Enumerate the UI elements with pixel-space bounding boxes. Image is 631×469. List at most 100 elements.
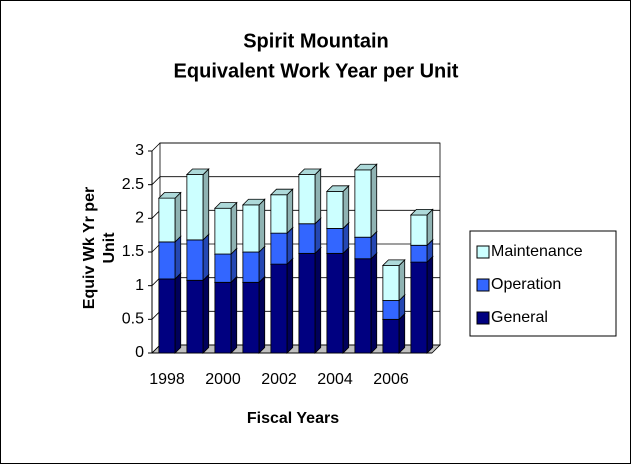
y-tick-label: 0.5 (122, 311, 144, 328)
bar-segment (381, 258, 406, 302)
bar-top (157, 192, 182, 199)
bar-front (186, 174, 204, 241)
bar-side (342, 184, 350, 230)
bar-side (398, 258, 406, 302)
bar-side (314, 168, 322, 225)
bar-front (158, 278, 176, 354)
bar-side (258, 245, 266, 284)
y-tick-label: 1 (135, 277, 144, 294)
bar-side (174, 235, 182, 280)
bar-side (258, 198, 266, 253)
bar-segment (409, 255, 434, 354)
bar-segment (409, 208, 434, 247)
bar-segment (325, 246, 350, 354)
bar-side (230, 275, 238, 354)
bar-side (202, 233, 210, 282)
legend-swatch (476, 245, 490, 259)
bar-segment (241, 198, 266, 253)
bar-segment (157, 191, 182, 243)
bar-front (242, 204, 260, 253)
bar-front (214, 281, 232, 354)
bar-side (426, 255, 434, 354)
bar-side (174, 272, 182, 354)
y-tick-label: 3 (135, 142, 144, 159)
bar-front (214, 207, 232, 255)
x-tick-label: 2002 (261, 371, 297, 388)
bar-front (410, 214, 428, 246)
bar-side (286, 226, 294, 266)
bar-front (242, 281, 260, 354)
bar-segment (353, 163, 378, 239)
bar-front (270, 232, 288, 265)
bar-top (297, 168, 322, 175)
bar-front (270, 263, 288, 354)
bar-front (382, 265, 400, 301)
y-tick-label: 1.5 (122, 243, 144, 260)
legend-swatch (476, 278, 490, 292)
bar-segment (353, 252, 378, 354)
chart-title: Spirit Mountain (243, 30, 389, 52)
bar-segment (213, 275, 238, 354)
bar-front (326, 228, 344, 254)
bar-side (286, 188, 294, 235)
bar-front (298, 252, 316, 354)
bar-front (186, 239, 204, 281)
y-axis-label: Unit (101, 232, 118, 264)
bar-segment (213, 201, 238, 255)
bar-side (202, 273, 210, 354)
bar-front (326, 252, 344, 354)
bar-segment (157, 272, 182, 354)
legend (469, 230, 617, 337)
bar-side (286, 257, 294, 354)
x-tick-label: 2000 (205, 371, 241, 388)
bar-front (382, 300, 400, 320)
bar-segment (185, 168, 210, 241)
bar-top (381, 259, 406, 266)
bar-segment (241, 275, 266, 354)
x-tick-label: 2004 (317, 371, 353, 388)
bar-front (298, 174, 316, 225)
bar-top (325, 185, 350, 192)
bar-segment (269, 257, 294, 354)
bar-top (185, 168, 210, 175)
bar-side (342, 246, 350, 354)
bar-top (241, 198, 266, 206)
bar-side (258, 275, 266, 354)
bar-segment (185, 273, 210, 354)
legend-label: General (491, 309, 548, 326)
grid-line (151, 176, 440, 185)
legend-label: Maintenance (491, 243, 583, 260)
legend-label: Operation (491, 276, 561, 293)
bar-front (242, 251, 260, 283)
bar-top (269, 188, 294, 196)
x-axis-label: Fiscal Years (247, 410, 339, 427)
bar-side (370, 252, 378, 354)
bar-side (230, 201, 238, 255)
x-tick-label: 2006 (373, 371, 409, 388)
bar-front (354, 169, 372, 238)
bar-top (213, 202, 238, 209)
bar-top (353, 163, 378, 171)
chart-title: Equivalent Work Year per Unit (174, 60, 459, 82)
bar-front (410, 244, 428, 263)
bar-top (409, 208, 434, 216)
bar-front (158, 241, 176, 280)
bar-front (270, 194, 288, 234)
bar-front (298, 223, 316, 254)
bar-front (214, 253, 232, 283)
bar-side (398, 312, 406, 354)
bar-side (314, 246, 322, 354)
bar-side (202, 168, 210, 241)
y-axis-label: Equiv Wk Yr per (81, 187, 98, 309)
bar-segment (325, 184, 350, 230)
y-tick-label: 2 (135, 210, 144, 227)
bar-side (370, 163, 378, 239)
bar-front (158, 197, 176, 243)
x-tick-label: 1998 (149, 371, 185, 388)
bar-front (354, 258, 372, 354)
bar-front (186, 279, 204, 354)
bar-front (354, 236, 372, 260)
bar-segment (157, 235, 182, 280)
bar-front (382, 318, 400, 354)
